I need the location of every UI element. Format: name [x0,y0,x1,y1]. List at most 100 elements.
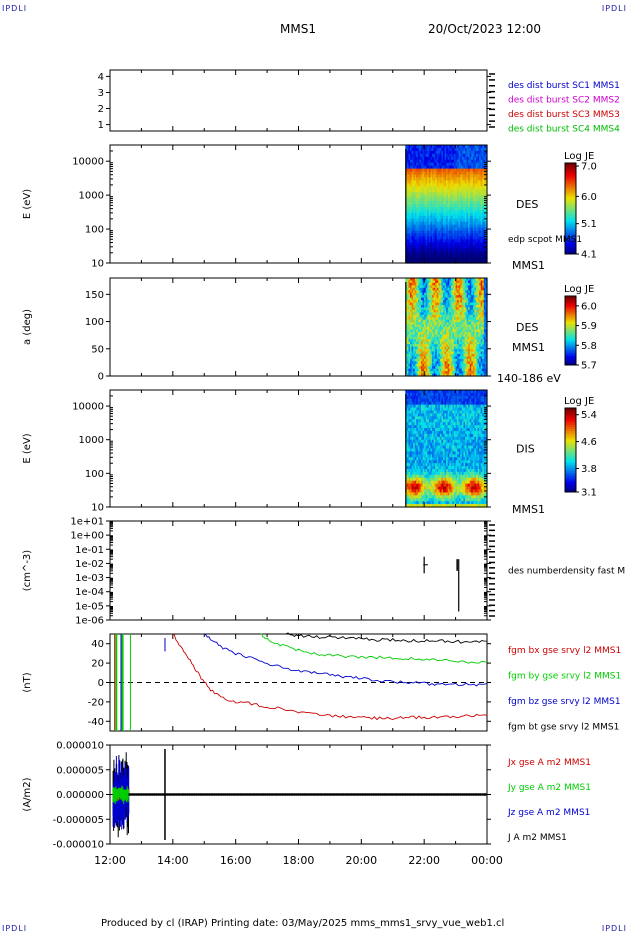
heatmap-cell [417,404,421,409]
heatmap-cell [413,358,416,362]
heatmap-cell [421,312,424,316]
heatmap-cell [483,285,487,289]
heatmap-cell [438,290,441,294]
heatmap-cell [457,304,460,308]
heatmap-cell [414,162,417,167]
heatmap-cell [411,195,414,199]
heatmap-cell [413,492,416,496]
heatmap-cell [454,198,457,202]
heatmap-cell [408,159,411,164]
heatmap-cell [413,304,416,308]
heatmap-cell [443,290,446,294]
heatmap-cell [416,460,419,464]
heatmap-cell [419,282,422,286]
heatmap-cell [461,218,465,223]
heatmap-cell [439,221,443,226]
heatmap-cell [422,174,425,179]
heatmap-cell [419,346,422,350]
heatmap-cell [474,183,477,187]
heatmap-cell [446,186,449,190]
heatmap-cell [443,153,446,158]
heatmap-cell [406,428,410,432]
heatmap-cell [458,156,461,161]
heatmap-cell [460,297,463,301]
heatmap-cell [414,344,417,348]
heatmap-cell [444,368,447,372]
heatmap-cell [466,287,469,291]
heatmap-cell [463,371,466,375]
heatmap-cell [413,230,416,235]
heatmap-cell [463,324,466,328]
heatmap-cell [422,254,425,258]
heatmap-cell [432,257,435,261]
heatmap-cell [447,344,450,348]
heatmap-cell [471,339,474,343]
heatmap-cell [441,331,444,335]
heatmap-cell [433,344,436,348]
heatmap-cell [463,174,466,179]
heatmap-cell [424,300,427,304]
heatmap-cell [425,287,428,291]
heatmap-cell [417,171,421,176]
heatmap-cell [443,346,446,350]
heatmap-cell [433,171,436,176]
heatmap-cell [417,433,421,438]
heatmap-cell [454,290,457,294]
heatmap-cell [450,254,454,258]
heatmap-cell [421,280,424,284]
heatmap-cell [449,257,452,261]
heatmap-cell [458,356,461,360]
colorbar-step [565,339,576,342]
heatmap-cell [458,206,461,211]
heatmap-cell [466,159,469,164]
heatmap-cell [416,206,419,211]
heatmap-cell [438,171,441,176]
heatmap-cell [472,239,476,243]
heatmap-cell [408,278,411,282]
heatmap-cell [449,341,452,345]
heatmap-cell [432,290,435,294]
heatmap-cell [416,442,419,447]
heatmap-cell [424,346,427,350]
heatmap-cell [474,295,477,299]
heatmap-cell [446,153,449,158]
heatmap-cell [413,442,416,447]
heatmap-cell [480,212,483,217]
heatmap-cell [425,401,428,406]
heatmap-cell [408,336,411,340]
heatmap-cell [416,471,419,476]
heatmap-cell [452,295,455,299]
heatmap-cell [414,324,417,328]
heatmap-cell [483,192,487,196]
heatmap-cell [452,302,455,306]
heatmap-cell [447,346,450,350]
heatmap-cell [455,368,458,372]
heatmap-cell [461,334,465,338]
heatmap-cell [428,346,432,350]
heatmap-cell [477,242,480,246]
heatmap-cell [439,278,443,282]
heatmap-cell [468,198,471,202]
heatmap-cell [460,206,463,211]
heatmap-cell [454,324,457,328]
heatmap-cell [410,183,413,187]
heatmap-cell [468,245,471,249]
heatmap-cell [438,324,441,328]
heatmap-cell [447,341,450,345]
heatmap-cell [427,224,430,229]
heatmap-cell [416,353,419,357]
heatmap-cell [428,371,432,375]
heatmap-cell [414,212,417,217]
heatmap-cell [455,331,458,335]
heatmap-cell [406,413,410,417]
heatmap-cell [452,221,455,226]
heatmap-cell [417,204,421,208]
heatmap-cell [465,358,468,362]
heatmap-cell [417,368,421,372]
heatmap-cell [436,309,439,313]
heatmap-cell [446,218,449,223]
heatmap-cell [450,260,454,264]
heatmap-cell [428,317,432,321]
heatmap-cell [461,171,465,176]
heatmap-cell [454,282,457,286]
